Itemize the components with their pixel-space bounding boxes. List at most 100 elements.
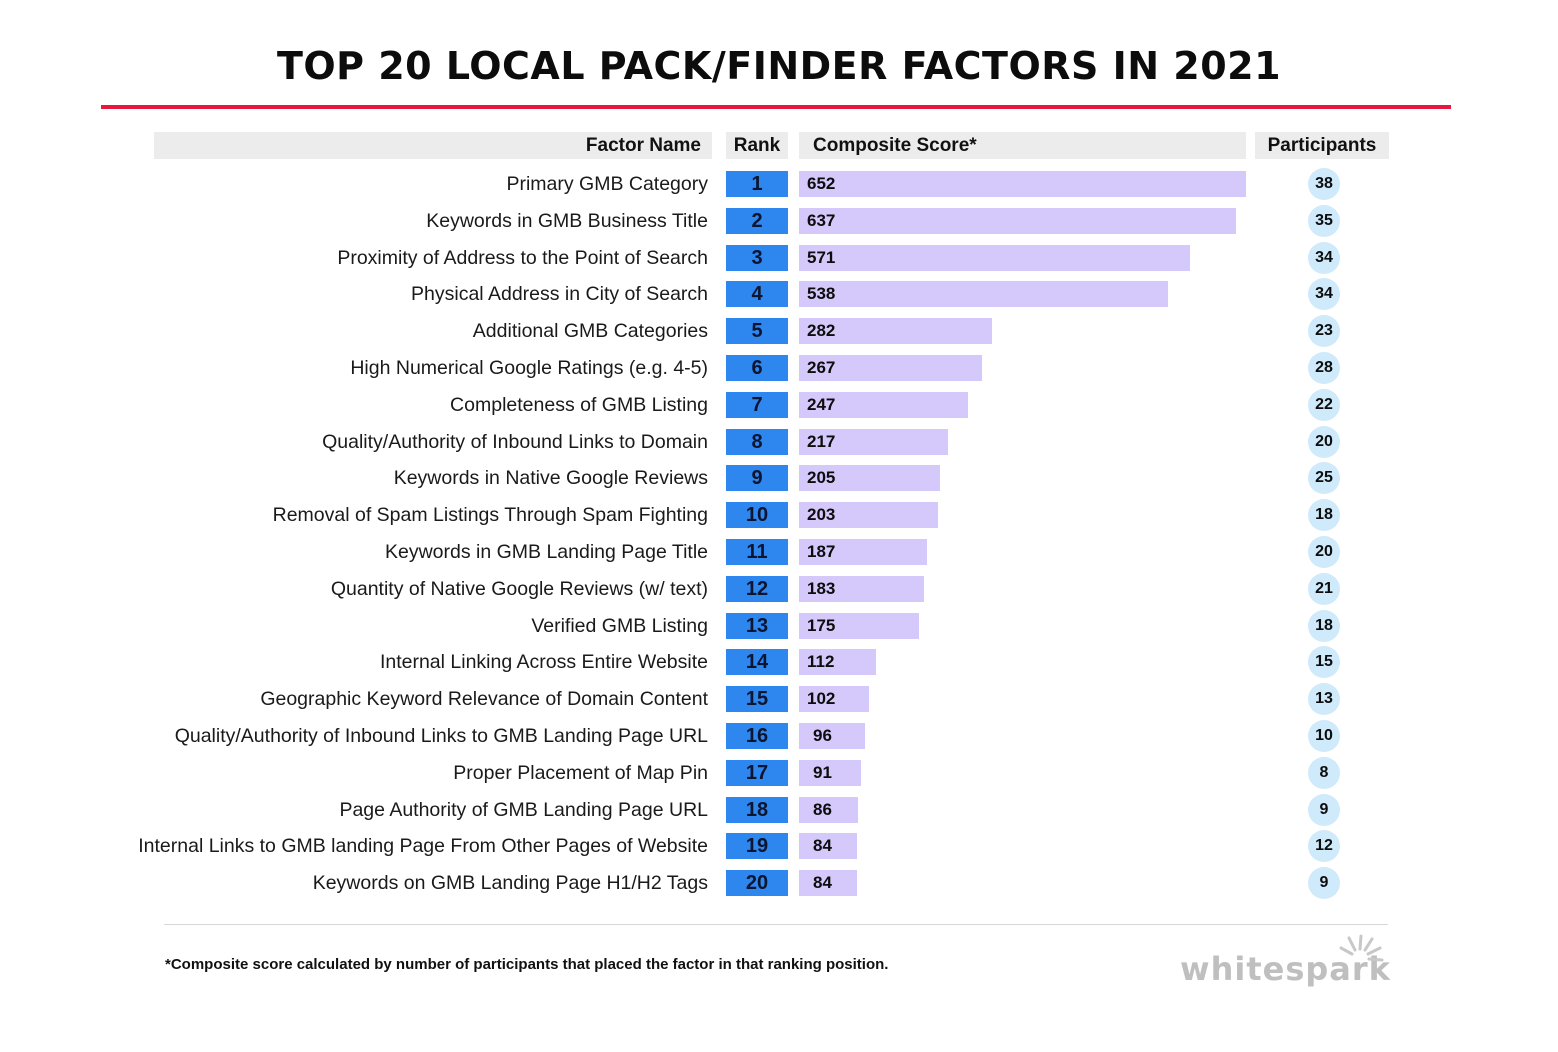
participants-badge: 15 [1308,646,1340,679]
factor-name: Keywords in GMB Landing Page Title [384,541,708,563]
score-bar [799,207,1236,234]
participants-badge: 28 [1308,352,1340,384]
rank-cell: 15 [726,686,788,713]
rank-cell: 4 [726,281,788,308]
participants-badge: 13 [1308,683,1340,716]
participants-badge: 10 [1308,720,1340,752]
score-label: 267 [807,358,836,377]
participants-badge: 34 [1308,278,1340,311]
participants-badge: 20 [1308,536,1340,568]
table-row: Geographic Keyword Relevance of Domain C… [0,683,1558,716]
factor-name: Removal of Spam Listings Through Spam Fi… [272,504,708,527]
factor-name: Physical Address in City of Search [411,283,708,306]
score-label: 84 [813,836,832,856]
rank-cell: 16 [726,723,788,749]
rank-cell: 3 [726,244,788,271]
score-bar [799,465,940,492]
score-bar [799,723,865,749]
score-label: 112 [807,652,835,672]
table-row: Primary GMB Category 1 652 38 [0,168,1558,200]
participants-badge: 9 [1308,867,1340,900]
participants-badge: 34 [1308,241,1340,274]
factor-name: Quantity of Native Google Reviews (w/ te… [330,577,708,600]
factor-name: Primary GMB Category [506,173,708,195]
score-label: 637 [807,210,836,230]
rank-cell: 12 [726,575,788,602]
rank-cell: 18 [726,796,788,823]
rank-cell: 13 [726,612,788,639]
rank-cell: 11 [726,539,788,565]
rank-cell: 17 [726,759,788,786]
factor-name: Proximity of Address to the Point of Sea… [337,246,708,269]
footnote: *Composite score calculated by number of… [165,956,889,973]
score-bar [799,318,993,345]
score-bar [799,281,1168,308]
score-bar [799,244,1191,271]
factor-name: Internal Links to GMB landing Page From … [138,835,708,858]
participants-badge: 18 [1308,609,1340,642]
score-bar [799,870,857,897]
factor-name: Completeness of GMB Listing [450,393,708,416]
factor-name: Internal Linking Across Entire Website [379,651,708,674]
rank-cell: 10 [726,502,788,529]
table-row: Proximity of Address to the Point of Sea… [0,241,1558,274]
rank-cell: 7 [726,391,788,418]
score-label: 91 [813,762,832,782]
score-label: 652 [807,174,836,193]
score-bar [799,759,862,786]
factor-name: Keywords on GMB Landing Page H1/H2 Tags [312,872,708,895]
score-bar [799,428,948,455]
rank-cell: 14 [726,649,788,676]
table-row: Quality/Authority of Inbound Links to GM… [0,720,1558,752]
table-row: Internal Links to GMB landing Page From … [0,830,1558,863]
score-bar [799,539,928,565]
rank-cell: 6 [726,355,788,381]
score-label: 217 [807,431,836,451]
table-row: Removal of Spam Listings Through Spam Fi… [0,499,1558,532]
score-bar [799,575,925,602]
table-row: Quantity of Native Google Reviews (w/ te… [0,572,1558,605]
rank-cell: 20 [726,870,788,897]
score-label: 203 [807,505,836,525]
header-participants: Participants [1255,132,1389,159]
participants-badge: 9 [1308,793,1340,826]
participants-badge: 21 [1308,572,1340,605]
chart-title: TOP 20 LOCAL PACK/FINDER FACTORS IN 2021 [276,44,1282,88]
participants-badge: 23 [1308,315,1340,348]
title-underline [101,105,1451,109]
score-label: 84 [813,873,832,893]
score-label: 538 [807,284,836,304]
participants-badge: 38 [1308,168,1340,200]
participants-badge: 18 [1308,499,1340,532]
score-label: 96 [813,726,832,745]
rank-cell: 5 [726,318,788,345]
table-row: High Numerical Google Ratings (e.g. 4-5)… [0,352,1558,384]
sparkle-icon [1339,934,1384,962]
score-bar [799,171,1246,197]
table-row: Keywords in GMB Business Title 2 637 35 [0,204,1558,237]
table-row: Keywords on GMB Landing Page H1/H2 Tags 2… [0,867,1558,900]
factor-name: Quality/Authority of Inbound Links to GM… [174,725,708,747]
participants-badge: 22 [1308,388,1340,421]
header-rank: Rank [726,132,788,159]
whitespark-logo: whitespark [1180,950,1391,988]
factor-name: Page Authority of GMB Landing Page URL [339,798,708,821]
participants-badge: 25 [1308,462,1340,495]
score-label: 175 [807,615,836,635]
table-row: Proper Placement of Map Pin 17 91 8 [0,756,1558,789]
score-label: 205 [807,468,836,488]
table-row: Physical Address in City of Search 4 538 34 [0,278,1558,311]
score-bar [799,796,858,823]
rank-cell: 19 [726,833,788,860]
score-bar [799,833,857,860]
factor-name: Keywords in Native Google Reviews [393,467,708,490]
footer-divider [164,924,1388,925]
participants-badge: 12 [1308,830,1340,863]
score-label: 282 [807,321,836,341]
table-row: Completeness of GMB Listing 7 247 22 [0,388,1558,421]
participants-badge: 8 [1308,756,1340,789]
table-row: Additional GMB Categories 5 282 23 [0,315,1558,348]
header-factor-name: Factor Name [154,132,712,159]
rank-cell: 1 [726,171,788,197]
